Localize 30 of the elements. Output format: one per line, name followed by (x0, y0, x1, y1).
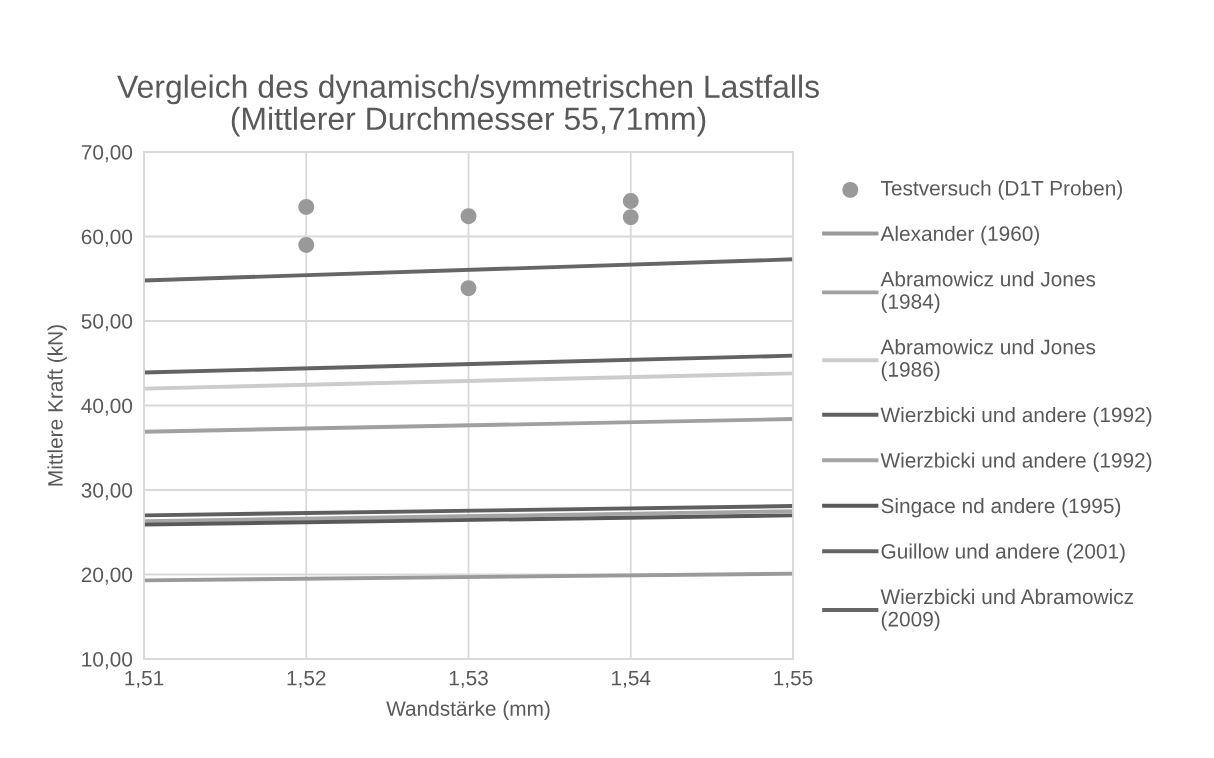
legend-label: Wierzbicki und andere (1992) (880, 407, 1152, 427)
y-tick-label: 20,00 (81, 567, 133, 585)
y-axis-title: Mittlere Kraft (kN) (47, 325, 67, 486)
x-axis-title: Wandstärke (mm) (386, 700, 550, 721)
x-tick-label: 1,53 (449, 670, 488, 688)
point (622, 209, 639, 225)
y-tick-label: 10,00 (82, 652, 133, 670)
legend-label: Abramowicz und Jones (1984) (880, 271, 1096, 314)
x-tick-label: 1,52 (287, 670, 326, 688)
point (460, 208, 477, 225)
legend-label: Singace nd andere (1995) (881, 497, 1121, 518)
y-tick-label: 70,00 (81, 145, 133, 163)
legend-label: Abramowicz und Jones (1986) (880, 339, 1096, 381)
y-tick-label: 60,00 (81, 229, 133, 247)
point (622, 193, 639, 209)
legend-label: Wierzbicki und andere (1992) (880, 452, 1152, 472)
legend-label: Testversuch (D1T Proben) (880, 180, 1122, 200)
y-tick-label: 40,00 (81, 398, 133, 416)
chart-title: Vergleich des dynamisch/symmetrischen Lastfalls (Mittlerer Durchmesser 55,71mm) (117, 74, 819, 137)
legend-label: Alexander (1960) (880, 225, 1040, 246)
y-tick-label: 30,00 (81, 483, 133, 501)
point (298, 237, 315, 253)
x-tick-label: 1,55 (774, 670, 813, 688)
x-tick-label: 1,54 (612, 670, 651, 688)
x-tick-label: 1,51 (125, 670, 164, 688)
y-tick-label: 50,00 (81, 314, 133, 332)
point (460, 280, 477, 296)
point (298, 199, 315, 215)
legend-label: Wierzbicki und Abramowicz (2009) (880, 588, 1134, 631)
legend-label: Guillow und andere (2001) (881, 543, 1125, 563)
